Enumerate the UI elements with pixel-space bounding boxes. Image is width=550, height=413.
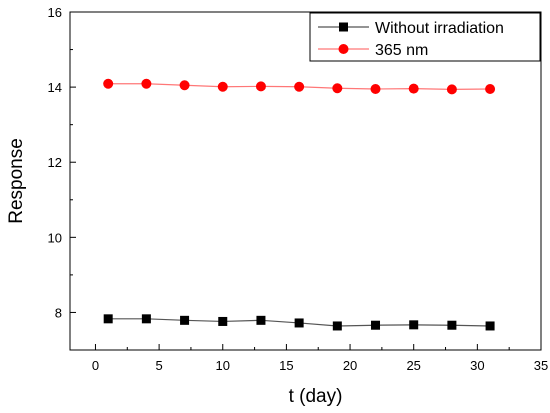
plot-frame: [69, 11, 542, 351]
data-point: [256, 315, 266, 325]
data-point: [370, 83, 381, 94]
x-tick-label: 15: [279, 358, 293, 373]
data-point: [294, 81, 305, 92]
series-layer: [103, 78, 496, 331]
data-point: [332, 83, 343, 94]
y-axis-label: Response: [6, 138, 27, 224]
data-point: [179, 80, 190, 91]
legend: Without irradiation 365 nm: [309, 12, 541, 62]
legend-label: 365 nm: [375, 42, 428, 59]
legend-marker: [338, 44, 349, 54]
x-tick-label: 0: [92, 358, 99, 373]
data-point: [218, 316, 228, 326]
y-tick-label: 14: [48, 80, 62, 95]
x-axis-label: t (day): [289, 386, 343, 407]
data-point: [255, 81, 266, 92]
data-point: [103, 314, 113, 324]
series-0: [103, 314, 495, 331]
data-point: [141, 78, 152, 89]
data-point: [371, 320, 381, 330]
x-tick-label: 10: [216, 358, 230, 373]
y-tick-label: 12: [48, 155, 62, 170]
x-tick-label: 30: [470, 358, 484, 373]
x-tick-label: 20: [343, 358, 357, 373]
x-tick-label: 25: [406, 358, 420, 373]
data-point: [446, 84, 457, 95]
data-point: [485, 83, 496, 94]
legend-label: Without irradiation: [375, 20, 504, 37]
y-tick-label: 16: [48, 5, 62, 20]
x-tick-label: 5: [155, 358, 162, 373]
data-point: [217, 81, 228, 92]
x-tick-label: 35: [534, 358, 548, 373]
data-point: [103, 78, 114, 89]
data-point: [447, 320, 457, 330]
data-point: [409, 320, 419, 330]
data-point: [408, 83, 419, 94]
data-point: [332, 321, 342, 331]
y-tick-label: 10: [48, 230, 62, 245]
data-point: [141, 314, 151, 324]
data-point: [180, 315, 190, 325]
y-tick-label: 8: [55, 305, 62, 320]
data-point: [294, 318, 304, 328]
data-point: [485, 321, 495, 331]
legend-box: [309, 12, 541, 62]
legend-marker: [339, 22, 348, 32]
series-1: [103, 78, 496, 95]
